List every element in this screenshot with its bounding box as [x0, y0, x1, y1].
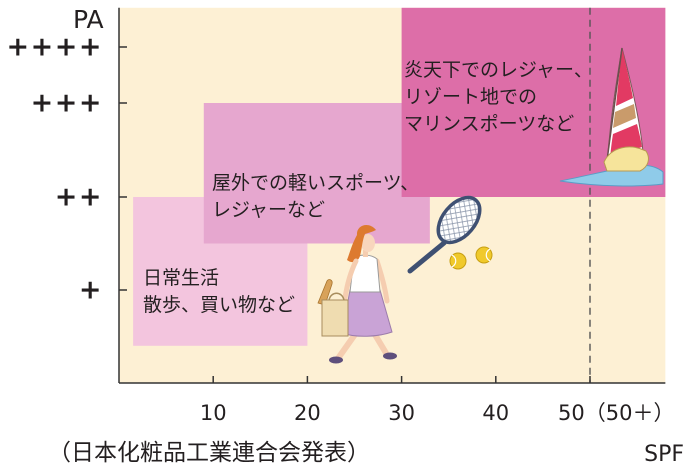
- region-label-line: レジャーなど: [212, 199, 325, 221]
- x-tick-label: 40: [482, 401, 509, 425]
- mast: [605, 47, 623, 169]
- shopping-bag-handle: [328, 292, 345, 301]
- woman-shoe: [383, 352, 397, 360]
- woman-hair: [347, 224, 376, 263]
- tennis-illustration: [407, 195, 493, 274]
- woman-shoe: [329, 356, 343, 364]
- region-label-line: 日常生活: [143, 267, 219, 289]
- sailor: [603, 146, 649, 172]
- axes: [118, 7, 666, 384]
- x-tick-label: 50（50＋）: [558, 401, 674, 425]
- source-note: （日本化粧品工業連合会発表）: [48, 440, 370, 466]
- x-tick-label: 10: [200, 401, 227, 425]
- woman-right-arm: [374, 258, 390, 304]
- region-label-line: 屋外での軽いスポーツ、: [212, 172, 419, 194]
- tennis-ball-seam: [451, 254, 457, 268]
- sail-stripe: [616, 48, 633, 106]
- x-axis-label: SPF: [644, 442, 684, 467]
- region-label-line: 散歩、買い物など: [143, 294, 295, 316]
- region-label-line: 炎天下でのレジャー、: [404, 59, 593, 81]
- woman-front-leg: [371, 330, 389, 356]
- shopping-bag: [321, 299, 349, 337]
- region-label-line: マリンスポーツなど: [404, 113, 574, 135]
- region-label-line: リゾート地での: [404, 86, 537, 108]
- walking-shopper-illustration: [317, 224, 397, 364]
- woman-back-leg: [336, 330, 359, 360]
- x-tick-label: 20: [294, 401, 321, 425]
- tennis-ball-seam: [485, 248, 491, 262]
- baguette: [317, 279, 333, 306]
- x-tick-label: 30: [388, 401, 415, 425]
- y-tick-label: +++: [31, 88, 103, 119]
- woman-neck: [363, 250, 368, 257]
- region-outdoor-light-sports: [203, 103, 430, 244]
- woman-face: [361, 234, 375, 252]
- racket-handle: [407, 240, 447, 274]
- sail-stripe: [613, 104, 636, 128]
- y-tick-label: +: [79, 275, 103, 306]
- windsurf-illustration: [559, 47, 664, 187]
- y-axis-label: PA: [73, 5, 104, 34]
- ticks: ++++++++++10 20 30 40 50（50＋）: [7, 32, 675, 426]
- y-tick-label: ++: [55, 182, 103, 213]
- racket-strings: [436, 195, 482, 245]
- y-tick-label: ++++: [7, 32, 104, 63]
- woman-left-arm: [342, 258, 359, 301]
